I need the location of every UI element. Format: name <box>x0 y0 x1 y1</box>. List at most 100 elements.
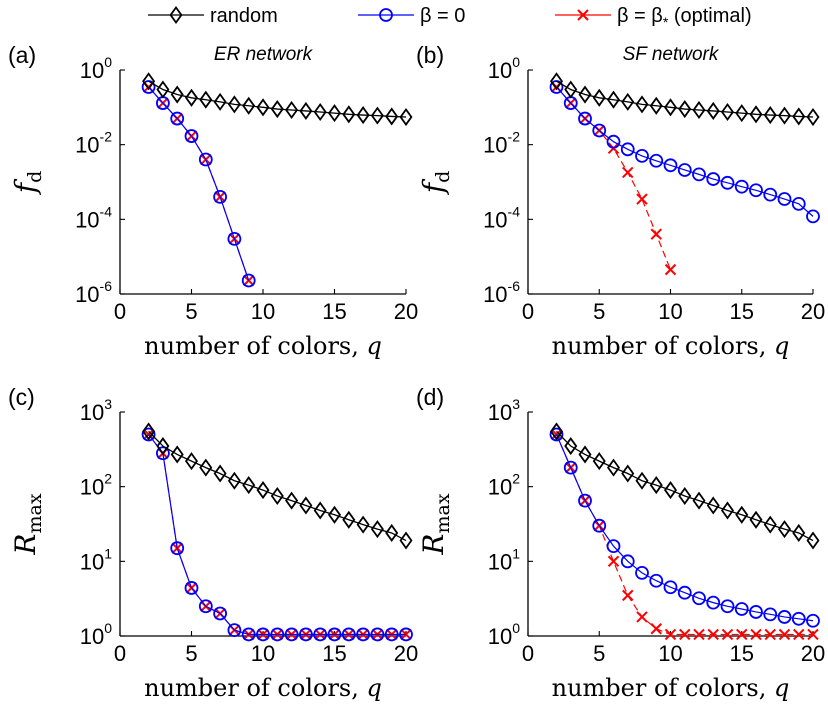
data-point-beta0 <box>170 541 185 556</box>
data-point-random <box>663 481 678 500</box>
data-point-betaopt <box>721 628 734 641</box>
x-axis-label: number of colors, q <box>552 332 790 360</box>
y-tick-label: 10-2 <box>483 129 520 158</box>
data-point-random <box>299 496 313 515</box>
data-point-beta0 <box>370 627 385 642</box>
x-axis-label: number of colors, q <box>144 674 382 702</box>
data-point-beta0 <box>677 585 692 600</box>
data-point-betaopt <box>622 166 634 179</box>
legend-label-random: random <box>210 5 278 27</box>
data-point-random <box>549 72 564 91</box>
data-point-beta0 <box>155 446 170 461</box>
data-point-beta0 <box>592 123 607 138</box>
panel-d: 0 5 10 15 20 103 102 101 100 number of colors, q R… <box>416 384 825 702</box>
data-point-betaopt <box>778 628 791 641</box>
x-tick-label: 10 <box>251 299 275 324</box>
data-point-random <box>227 95 241 114</box>
data-point-betaopt <box>707 628 719 641</box>
y-tick-label: 102 <box>488 471 520 500</box>
data-point-beta0 <box>649 573 664 588</box>
data-point-random <box>270 486 284 506</box>
series-beta0 <box>141 80 256 288</box>
data-point-betaopt <box>793 628 805 641</box>
data-point-random <box>199 90 213 109</box>
y-tick-label: 10-2 <box>75 129 112 158</box>
series-line-random <box>556 430 814 542</box>
panel-c: 0 5 10 15 20 103 102 101 100 number of colors, q R… <box>8 384 418 702</box>
x-tick-label: 5 <box>185 299 197 324</box>
x-tick-label: 0 <box>114 299 126 324</box>
series-betaopt <box>142 81 255 287</box>
data-point-random <box>313 501 327 520</box>
data-point-beta0 <box>720 175 735 190</box>
data-point-random <box>170 445 184 464</box>
data-point-beta0 <box>356 627 371 642</box>
data-point-beta0 <box>692 591 706 606</box>
y-tick-label: 103 <box>488 396 520 425</box>
x-tick-label: 20 <box>394 299 418 324</box>
data-point-beta0 <box>791 611 806 626</box>
data-point-beta0 <box>549 80 564 94</box>
data-point-beta0 <box>341 627 356 642</box>
data-point-betaopt <box>664 628 677 641</box>
y-tick-label: 101 <box>80 545 112 574</box>
data-point-random <box>142 422 156 441</box>
data-point-random <box>763 106 777 125</box>
series-random <box>142 422 413 550</box>
data-point-random <box>299 101 313 120</box>
data-point-random <box>156 80 170 99</box>
panels: 0 5 10 1 5 20 100 10-2 10-4 10-6 number of colors,… <box>8 42 825 702</box>
series-line-random <box>556 80 814 118</box>
data-point-random <box>356 106 370 125</box>
y-axis-label: fd <box>417 171 454 196</box>
legend-label-betaopt: β = β* (optimal) <box>617 5 752 30</box>
data-point-betaopt <box>622 589 634 602</box>
y-tick-label: 10-6 <box>483 278 520 307</box>
data-point-beta0 <box>635 565 649 580</box>
series-line-betaopt <box>148 434 406 636</box>
data-point-random <box>142 72 156 91</box>
data-point-random <box>592 452 606 471</box>
panel-label: (d) <box>416 384 444 410</box>
series-line-random <box>148 80 407 118</box>
data-point-random <box>692 491 706 510</box>
data-point-random <box>213 92 227 111</box>
legend-entry-random: random <box>148 5 278 27</box>
data-point-beta0 <box>213 606 228 621</box>
series-random <box>549 422 820 550</box>
data-point-random <box>777 520 792 539</box>
data-point-beta0 <box>227 231 242 246</box>
legend-marker-random <box>169 5 183 25</box>
data-point-random <box>720 501 735 520</box>
data-point-random <box>385 523 399 542</box>
data-point-beta0 <box>763 187 778 202</box>
x-tick-label: 5 <box>185 641 197 666</box>
data-point-random <box>621 464 635 483</box>
data-point-random <box>342 105 356 124</box>
y-tick-label: 10-4 <box>483 203 520 232</box>
legend-entry-beta0: β = 0 <box>358 5 465 27</box>
series-line-beta0 <box>148 434 406 636</box>
data-point-beta0 <box>563 460 578 475</box>
data-point-beta0 <box>298 627 313 642</box>
data-point-betaopt <box>636 193 648 205</box>
data-point-beta0 <box>270 627 285 642</box>
data-point-beta0 <box>549 427 564 442</box>
y-tick-label: 100 <box>80 620 112 649</box>
data-point-beta0 <box>806 613 820 628</box>
data-point-random <box>635 95 649 114</box>
data-point-random <box>606 458 621 477</box>
legend-label-beta0: β = 0 <box>420 5 465 27</box>
data-point-beta0 <box>777 610 792 624</box>
series-line-beta0 <box>555 434 814 622</box>
data-point-beta0 <box>635 149 649 163</box>
data-point-beta0 <box>777 192 792 206</box>
data-point-beta0 <box>313 627 328 642</box>
data-point-beta0 <box>241 273 256 288</box>
x-tick-label: 20 <box>801 299 825 324</box>
data-point-beta0 <box>399 627 413 642</box>
data-point-random <box>285 491 299 510</box>
data-point-beta0 <box>592 518 607 533</box>
y-tick-label: 10-6 <box>75 278 112 307</box>
